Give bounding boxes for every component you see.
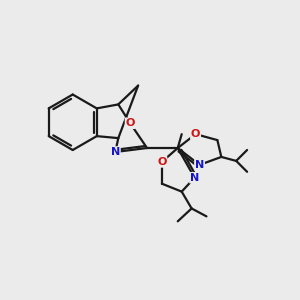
Text: O: O xyxy=(191,129,200,139)
Text: N: N xyxy=(111,147,120,157)
Text: N: N xyxy=(190,173,199,183)
Text: O: O xyxy=(125,118,135,128)
Text: O: O xyxy=(157,157,167,167)
Text: N: N xyxy=(195,160,204,170)
